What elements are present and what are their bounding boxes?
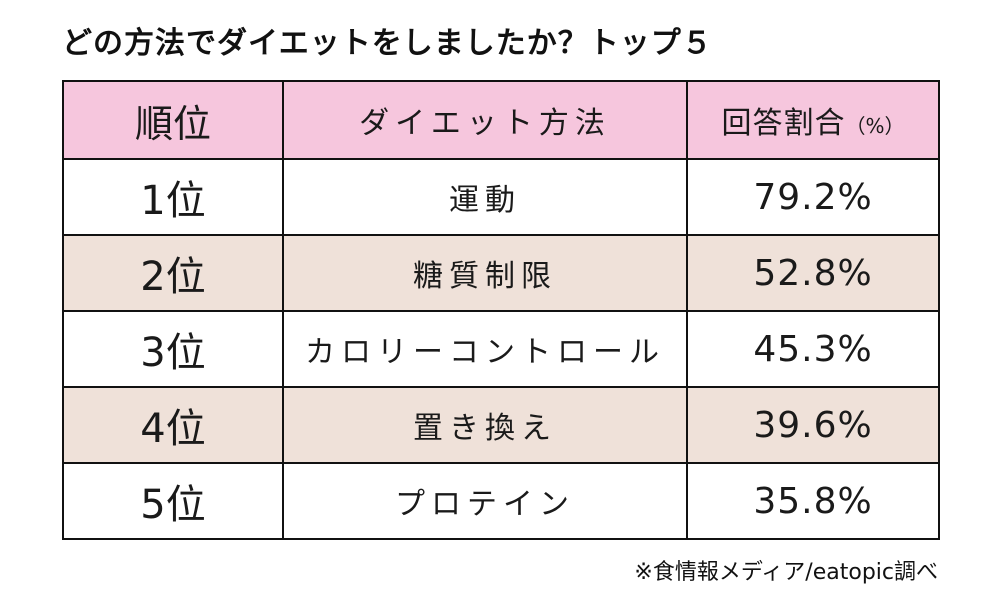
table-row: 5位 プロテイン 35.8%: [62, 462, 940, 540]
table-row: 1位 運動 79.2%: [62, 158, 940, 236]
rank-cell: 1位: [62, 158, 284, 236]
figure-title: どの方法でダイエットをしましたか？トップ５: [62, 26, 713, 61]
method-cell: カロリーコントロール: [282, 310, 688, 388]
table-header-row: 順位 ダイエット方法 回答割合（%）: [62, 80, 940, 160]
ratio-cell: 52.8%: [686, 234, 940, 312]
rank-cell: 4位: [62, 386, 284, 464]
source-note: ※食情報メディア/eatopic調べ: [634, 560, 938, 585]
table-row: 2位 糖質制限 52.8%: [62, 234, 940, 312]
ratio-cell: 39.6%: [686, 386, 940, 464]
column-header-ratio-unit: （%）: [845, 114, 905, 138]
rank-cell: 3位: [62, 310, 284, 388]
method-cell: プロテイン: [282, 462, 688, 540]
method-cell: 糖質制限: [282, 234, 688, 312]
rank-cell: 5位: [62, 462, 284, 540]
rank-cell: 2位: [62, 234, 284, 312]
table-row: 3位 カロリーコントロール 45.3%: [62, 310, 940, 388]
ranking-table: 順位 ダイエット方法 回答割合（%） 1位 運動 79.2% 2位 糖質制限 5…: [62, 80, 940, 540]
column-header-ratio-label: 回答割合: [721, 106, 846, 141]
column-header-rank: 順位: [62, 80, 284, 160]
ratio-cell: 45.3%: [686, 310, 940, 388]
method-cell: 運動: [282, 158, 688, 236]
ratio-cell: 79.2%: [686, 158, 940, 236]
table-row: 4位 置き換え 39.6%: [62, 386, 940, 464]
column-header-method: ダイエット方法: [282, 80, 688, 160]
method-cell: 置き換え: [282, 386, 688, 464]
ratio-cell: 35.8%: [686, 462, 940, 540]
column-header-ratio: 回答割合（%）: [686, 80, 940, 160]
